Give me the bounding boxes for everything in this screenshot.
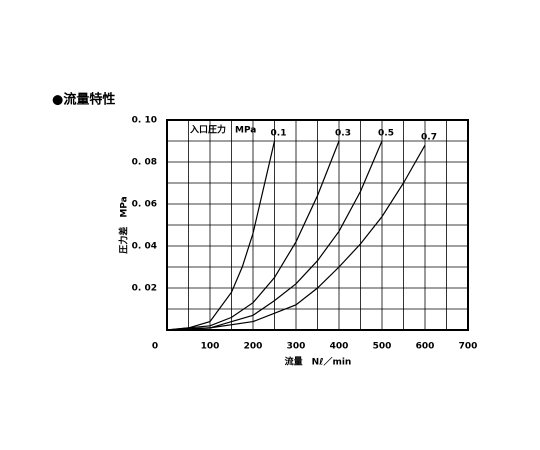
series-label: 0.1 (271, 129, 287, 139)
annotation: 入口圧力 MPa (189, 124, 256, 136)
x-tick-label: 0 (152, 342, 158, 352)
y-tick-label: 0. 04 (132, 242, 157, 252)
x-tick-label: 700 (459, 342, 478, 352)
y-tick-label: 0. 10 (132, 116, 157, 126)
series-label: 0.5 (378, 129, 394, 139)
y-tick-label: 0. 02 (132, 284, 157, 294)
data-line (166, 140, 383, 331)
x-axis-label: 流量 Nℓ／min (285, 356, 352, 368)
x-tick-label: 100 (201, 342, 220, 352)
y-tick-label: 0. 08 (132, 158, 157, 168)
x-tick-label: 400 (330, 342, 349, 352)
y-tick-label: 0. 06 (132, 200, 157, 210)
data-line (166, 140, 276, 331)
x-tick-label: 200 (244, 342, 263, 352)
plot-frame (166, 119, 469, 331)
series-label: 0.7 (421, 133, 437, 143)
x-tick-label: 500 (373, 342, 392, 352)
x-tick-label: 300 (287, 342, 306, 352)
chart-title: ●流量特性 (52, 92, 115, 108)
data-line (166, 144, 426, 331)
data-line (166, 140, 340, 331)
x-tick-label: 600 (416, 342, 435, 352)
y-axis-label: 圧力差 MPa (118, 196, 130, 253)
series-label: 0.3 (335, 129, 351, 139)
